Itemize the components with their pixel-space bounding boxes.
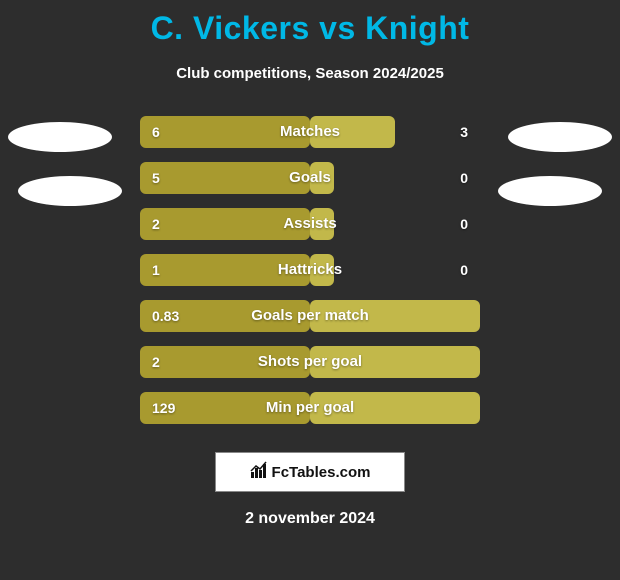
- stat-row: 0.83Goals per match: [140, 300, 480, 332]
- bar-right: [310, 254, 334, 286]
- stat-row: 63Matches: [140, 116, 480, 148]
- stat-row: 50Goals: [140, 162, 480, 194]
- bar-right: [310, 300, 480, 332]
- left-badge-1: [8, 122, 112, 152]
- bar-right: [310, 346, 480, 378]
- stat-row: 2Shots per goal: [140, 346, 480, 378]
- bar-left: [140, 162, 310, 194]
- value-left: 129: [152, 392, 175, 424]
- stat-row: 10Hattricks: [140, 254, 480, 286]
- bar-right: [310, 392, 480, 424]
- page-title: C. Vickers vs Knight: [0, 0, 620, 47]
- bar-right: [310, 162, 334, 194]
- logo-box: FcTables.com: [215, 452, 405, 492]
- subtitle: Club competitions, Season 2024/2025: [0, 65, 620, 82]
- bar-left: [140, 116, 310, 148]
- value-left: 1: [152, 254, 160, 286]
- stats-container: 63Matches50Goals20Assists10Hattricks0.83…: [0, 116, 620, 424]
- value-right: 0: [460, 254, 468, 286]
- value-left: 5: [152, 162, 160, 194]
- bar-left: [140, 254, 310, 286]
- bar-right: [310, 116, 395, 148]
- stat-row: 20Assists: [140, 208, 480, 240]
- right-badge-2: [498, 176, 602, 206]
- value-right: 0: [460, 208, 468, 240]
- stat-row: 129Min per goal: [140, 392, 480, 424]
- value-right: 0: [460, 162, 468, 194]
- value-left: 2: [152, 346, 160, 378]
- bar-right: [310, 208, 334, 240]
- value-left: 6: [152, 116, 160, 148]
- left-badge-2: [18, 176, 122, 206]
- logo-text: FcTables.com: [272, 464, 371, 481]
- value-left: 0.83: [152, 300, 179, 332]
- chart-icon: [250, 461, 268, 484]
- bar-left: [140, 346, 310, 378]
- value-right: 3: [460, 116, 468, 148]
- bar-left: [140, 208, 310, 240]
- right-badge-1: [508, 122, 612, 152]
- value-left: 2: [152, 208, 160, 240]
- date-label: 2 november 2024: [0, 510, 620, 528]
